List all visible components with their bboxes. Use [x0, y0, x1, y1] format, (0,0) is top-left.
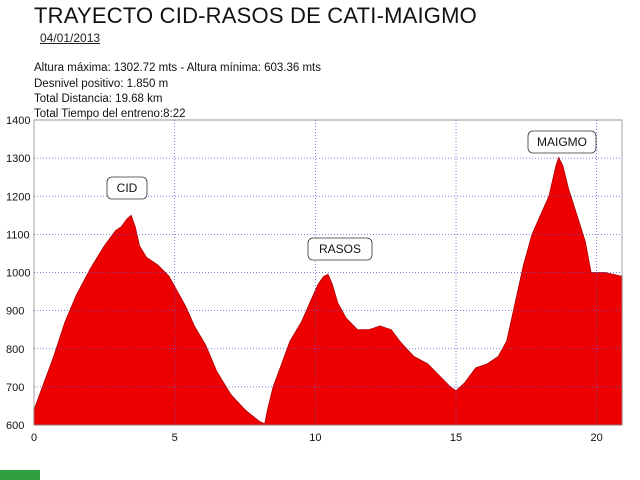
elevation-area — [33, 156, 623, 426]
x-tick-label: 20 — [591, 432, 603, 444]
x-tick-label: 15 — [450, 432, 462, 444]
y-tick-label: 900 — [6, 306, 24, 318]
stat-elevation-gain: Desnivel positivo: 1.850 m — [34, 78, 169, 90]
stat-total-distance: Total Distancia: 19.68 km — [34, 93, 163, 105]
y-tick-label: 600 — [6, 420, 24, 432]
footer-bar — [0, 470, 40, 480]
x-tick-label: 10 — [309, 432, 321, 444]
annotation-box — [106, 176, 148, 200]
annotation-label: RASOS — [319, 242, 361, 256]
chart-date: 04/01/2013 — [40, 31, 101, 45]
y-tick-label: 800 — [6, 344, 24, 356]
y-tick-label: 700 — [6, 382, 24, 394]
chart-title: TRAYECTO CID-RASOS DE CATI-MAIGMO — [34, 3, 477, 28]
y-tick-label: 1400 — [6, 115, 30, 127]
annotation-box — [307, 237, 373, 261]
annotation-box — [527, 130, 597, 154]
x-tick-label: 0 — [31, 432, 37, 444]
x-tick-label: 5 — [172, 432, 178, 444]
annotation-label: MAIGMO — [537, 135, 587, 149]
y-tick-label: 1100 — [6, 229, 30, 241]
y-tick-label: 1000 — [6, 268, 30, 280]
annotation-label: CID — [117, 181, 138, 195]
stat-total-time: Total Tiempo del entreno:8:22 — [34, 108, 186, 120]
y-tick-label: 1200 — [6, 191, 30, 203]
plot-frame — [33, 119, 623, 426]
y-tick-label: 1300 — [6, 153, 30, 165]
stat-altitude-range: Altura máxima: 1302.72 mts - Altura míni… — [34, 62, 321, 74]
